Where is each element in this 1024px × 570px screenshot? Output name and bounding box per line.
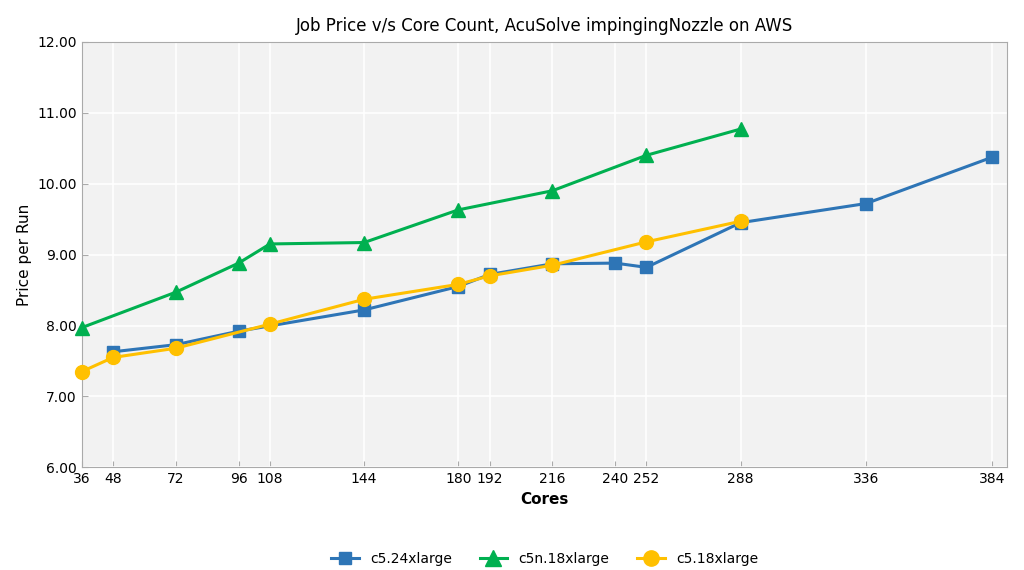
c5.24xlarge — [734, 219, 746, 226]
c5.24xlarge — [860, 200, 872, 207]
c5n.18xlarge — [734, 125, 746, 132]
c5.18xlarge — [76, 368, 88, 375]
c5.18xlarge — [170, 345, 182, 352]
c5.18xlarge — [264, 321, 276, 328]
c5.18xlarge — [452, 281, 464, 288]
c5n.18xlarge — [452, 206, 464, 213]
c5n.18xlarge — [358, 239, 371, 246]
c5.24xlarge — [452, 283, 464, 290]
c5.24xlarge — [609, 260, 622, 267]
Y-axis label: Price per Run: Price per Run — [16, 203, 32, 306]
c5n.18xlarge — [76, 324, 88, 331]
c5.24xlarge — [170, 341, 182, 348]
c5.24xlarge — [358, 307, 371, 314]
c5.24xlarge — [483, 271, 496, 278]
Title: Job Price v/s Core Count, AcuSolve impingingNozzle on AWS: Job Price v/s Core Count, AcuSolve impin… — [296, 17, 794, 35]
c5.18xlarge — [734, 218, 746, 225]
Line: c5.18xlarge: c5.18xlarge — [75, 214, 748, 378]
c5n.18xlarge — [170, 289, 182, 296]
c5.24xlarge — [232, 328, 245, 335]
c5.18xlarge — [358, 296, 371, 303]
Line: c5.24xlarge: c5.24xlarge — [108, 152, 997, 357]
c5.24xlarge — [985, 154, 997, 161]
c5.18xlarge — [483, 272, 496, 279]
Line: c5n.18xlarge: c5n.18xlarge — [75, 122, 748, 335]
c5n.18xlarge — [546, 188, 558, 194]
c5.24xlarge — [640, 264, 652, 271]
X-axis label: Cores: Cores — [520, 492, 568, 507]
c5n.18xlarge — [640, 152, 652, 158]
c5.18xlarge — [106, 354, 119, 361]
c5n.18xlarge — [232, 260, 245, 267]
c5.24xlarge — [546, 260, 558, 267]
c5.18xlarge — [640, 238, 652, 245]
c5.18xlarge — [546, 262, 558, 268]
c5.24xlarge — [106, 348, 119, 355]
Legend: c5.24xlarge, c5n.18xlarge, c5.18xlarge: c5.24xlarge, c5n.18xlarge, c5.18xlarge — [326, 547, 764, 570]
c5n.18xlarge — [264, 241, 276, 247]
